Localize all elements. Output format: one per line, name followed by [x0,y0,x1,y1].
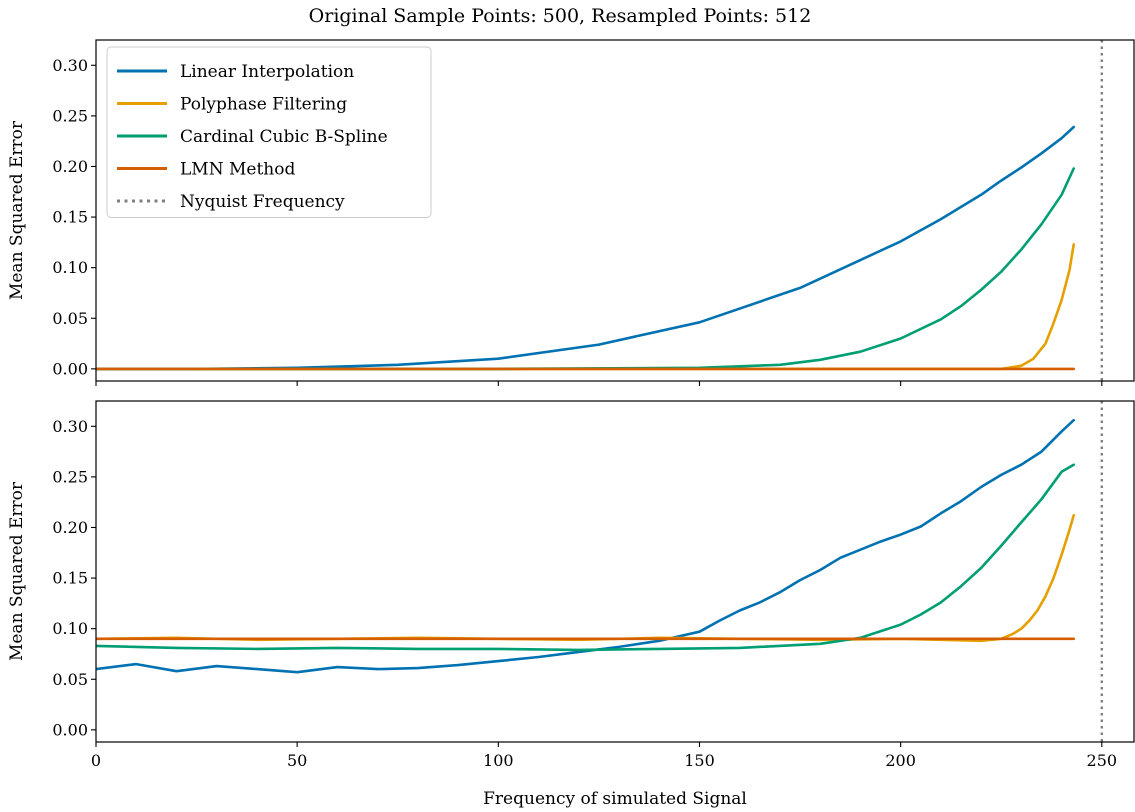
top-y-tick-label: 0.30 [52,56,88,75]
x-tick-label: 150 [684,751,715,770]
x-tick-label: 200 [885,751,916,770]
legend-label-linear-interpolation: Linear Interpolation [180,62,354,82]
x-tick-label: 0 [91,751,101,770]
x-tick-label: 250 [1087,751,1118,770]
legend: Linear Interpolation Polyphase Filtering C… [106,46,432,218]
chart-title: Original Sample Points: 500, Resampled P… [309,5,812,27]
top-y-tick-label: 0.25 [52,106,88,125]
x-axis-label: Frequency of simulated Signal [483,789,747,809]
top-y-tick-label: 0.20 [52,157,88,176]
bottom-y-tick-label: 0.10 [52,619,88,638]
top-series-cardinal-cubic-b-spline [96,167,1075,371]
bottom-panel: 0.00 0.05 0.10 0.15 0.20 0.25 0.30 0 50 100 150 200… [7,400,1135,770]
top-y-axis-label: Mean Squared Error [7,120,27,300]
top-series-polyphase-filtering [96,243,1075,371]
bottom-y-tick-label: 0.20 [52,518,88,537]
legend-label-nyquist-frequency: Nyquist Frequency [180,192,345,212]
legend-label-lmn-method: LMN Method [180,160,295,180]
bottom-y-tick-label: 0.25 [52,467,88,486]
bottom-series-cardinal-cubic-b-spline [96,463,1075,652]
x-tick-label: 50 [287,751,307,770]
bottom-plot-frame [95,400,1135,743]
bottom-y-axis-label: Mean Squared Error [7,481,27,661]
legend-label-polyphase-filtering: Polyphase Filtering [180,95,347,115]
top-panel: 0.00 0.05 0.10 0.15 0.20 0.25 0.30 Mean Squared… [7,39,1135,386]
bottom-y-tick-label: 0.05 [52,670,88,689]
top-series-linear-interpolation [96,125,1075,371]
legend-label-cardinal-cubic-b-spline: Cardinal Cubic B-Spline [180,127,388,147]
bottom-y-tick-label: 0.30 [52,417,88,436]
legend-box [106,46,432,218]
bottom-series-linear-interpolation [96,418,1075,674]
bottom-series-polyphase-filtering [96,513,1075,643]
top-plot-frame [95,39,1135,382]
top-y-tick-label: 0.05 [52,309,88,328]
x-tick-label: 100 [483,751,514,770]
top-y-tick-label: 0.10 [52,258,88,277]
top-y-tick-label: 0.15 [52,208,88,227]
top-y-tick-label: 0.00 [52,359,88,378]
bottom-y-tick-label: 0.15 [52,569,88,588]
bottom-y-tick-label: 0.00 [52,720,88,739]
